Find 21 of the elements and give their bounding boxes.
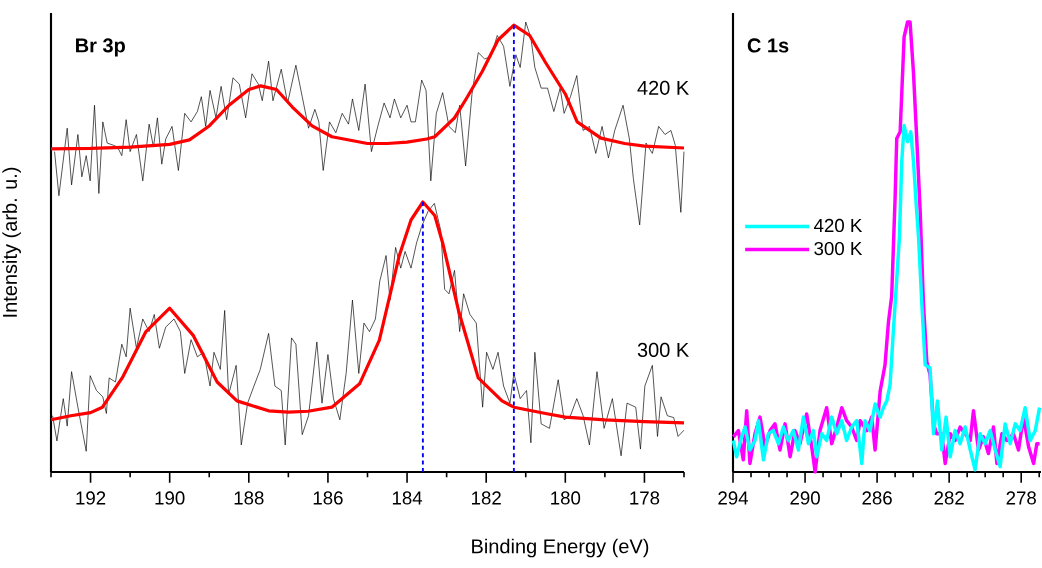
x-tick-label: 192 <box>76 491 106 505</box>
x-axis-title: Binding Energy (eV) <box>472 538 649 558</box>
x-tick-label: 282 <box>934 491 964 505</box>
x-tick-label: 294 <box>718 491 749 505</box>
x-tick-label: 286 <box>862 491 892 505</box>
x-tick-label: 182 <box>472 491 501 505</box>
legend-label: 300 K <box>814 241 863 256</box>
annotation: 300 K <box>637 342 689 357</box>
x-tick-label: 188 <box>234 491 264 505</box>
text: C 1s <box>747 38 789 53</box>
x-tick-label: 178 <box>630 491 660 505</box>
x-tick-label: 278 <box>1006 491 1036 505</box>
x-tick-label: 290 <box>790 491 820 505</box>
annotation: 420 K <box>637 80 689 95</box>
y-axis-title: Intensity (arb. u.) <box>2 167 21 317</box>
x-tick-label: 180 <box>551 491 581 505</box>
x-tick-label: 184 <box>392 491 423 505</box>
text: Br 3p <box>76 38 125 57</box>
x-tick-label: 186 <box>313 491 343 505</box>
x-tick-label: 190 <box>155 491 185 505</box>
legend-label: 420 K <box>813 218 863 233</box>
